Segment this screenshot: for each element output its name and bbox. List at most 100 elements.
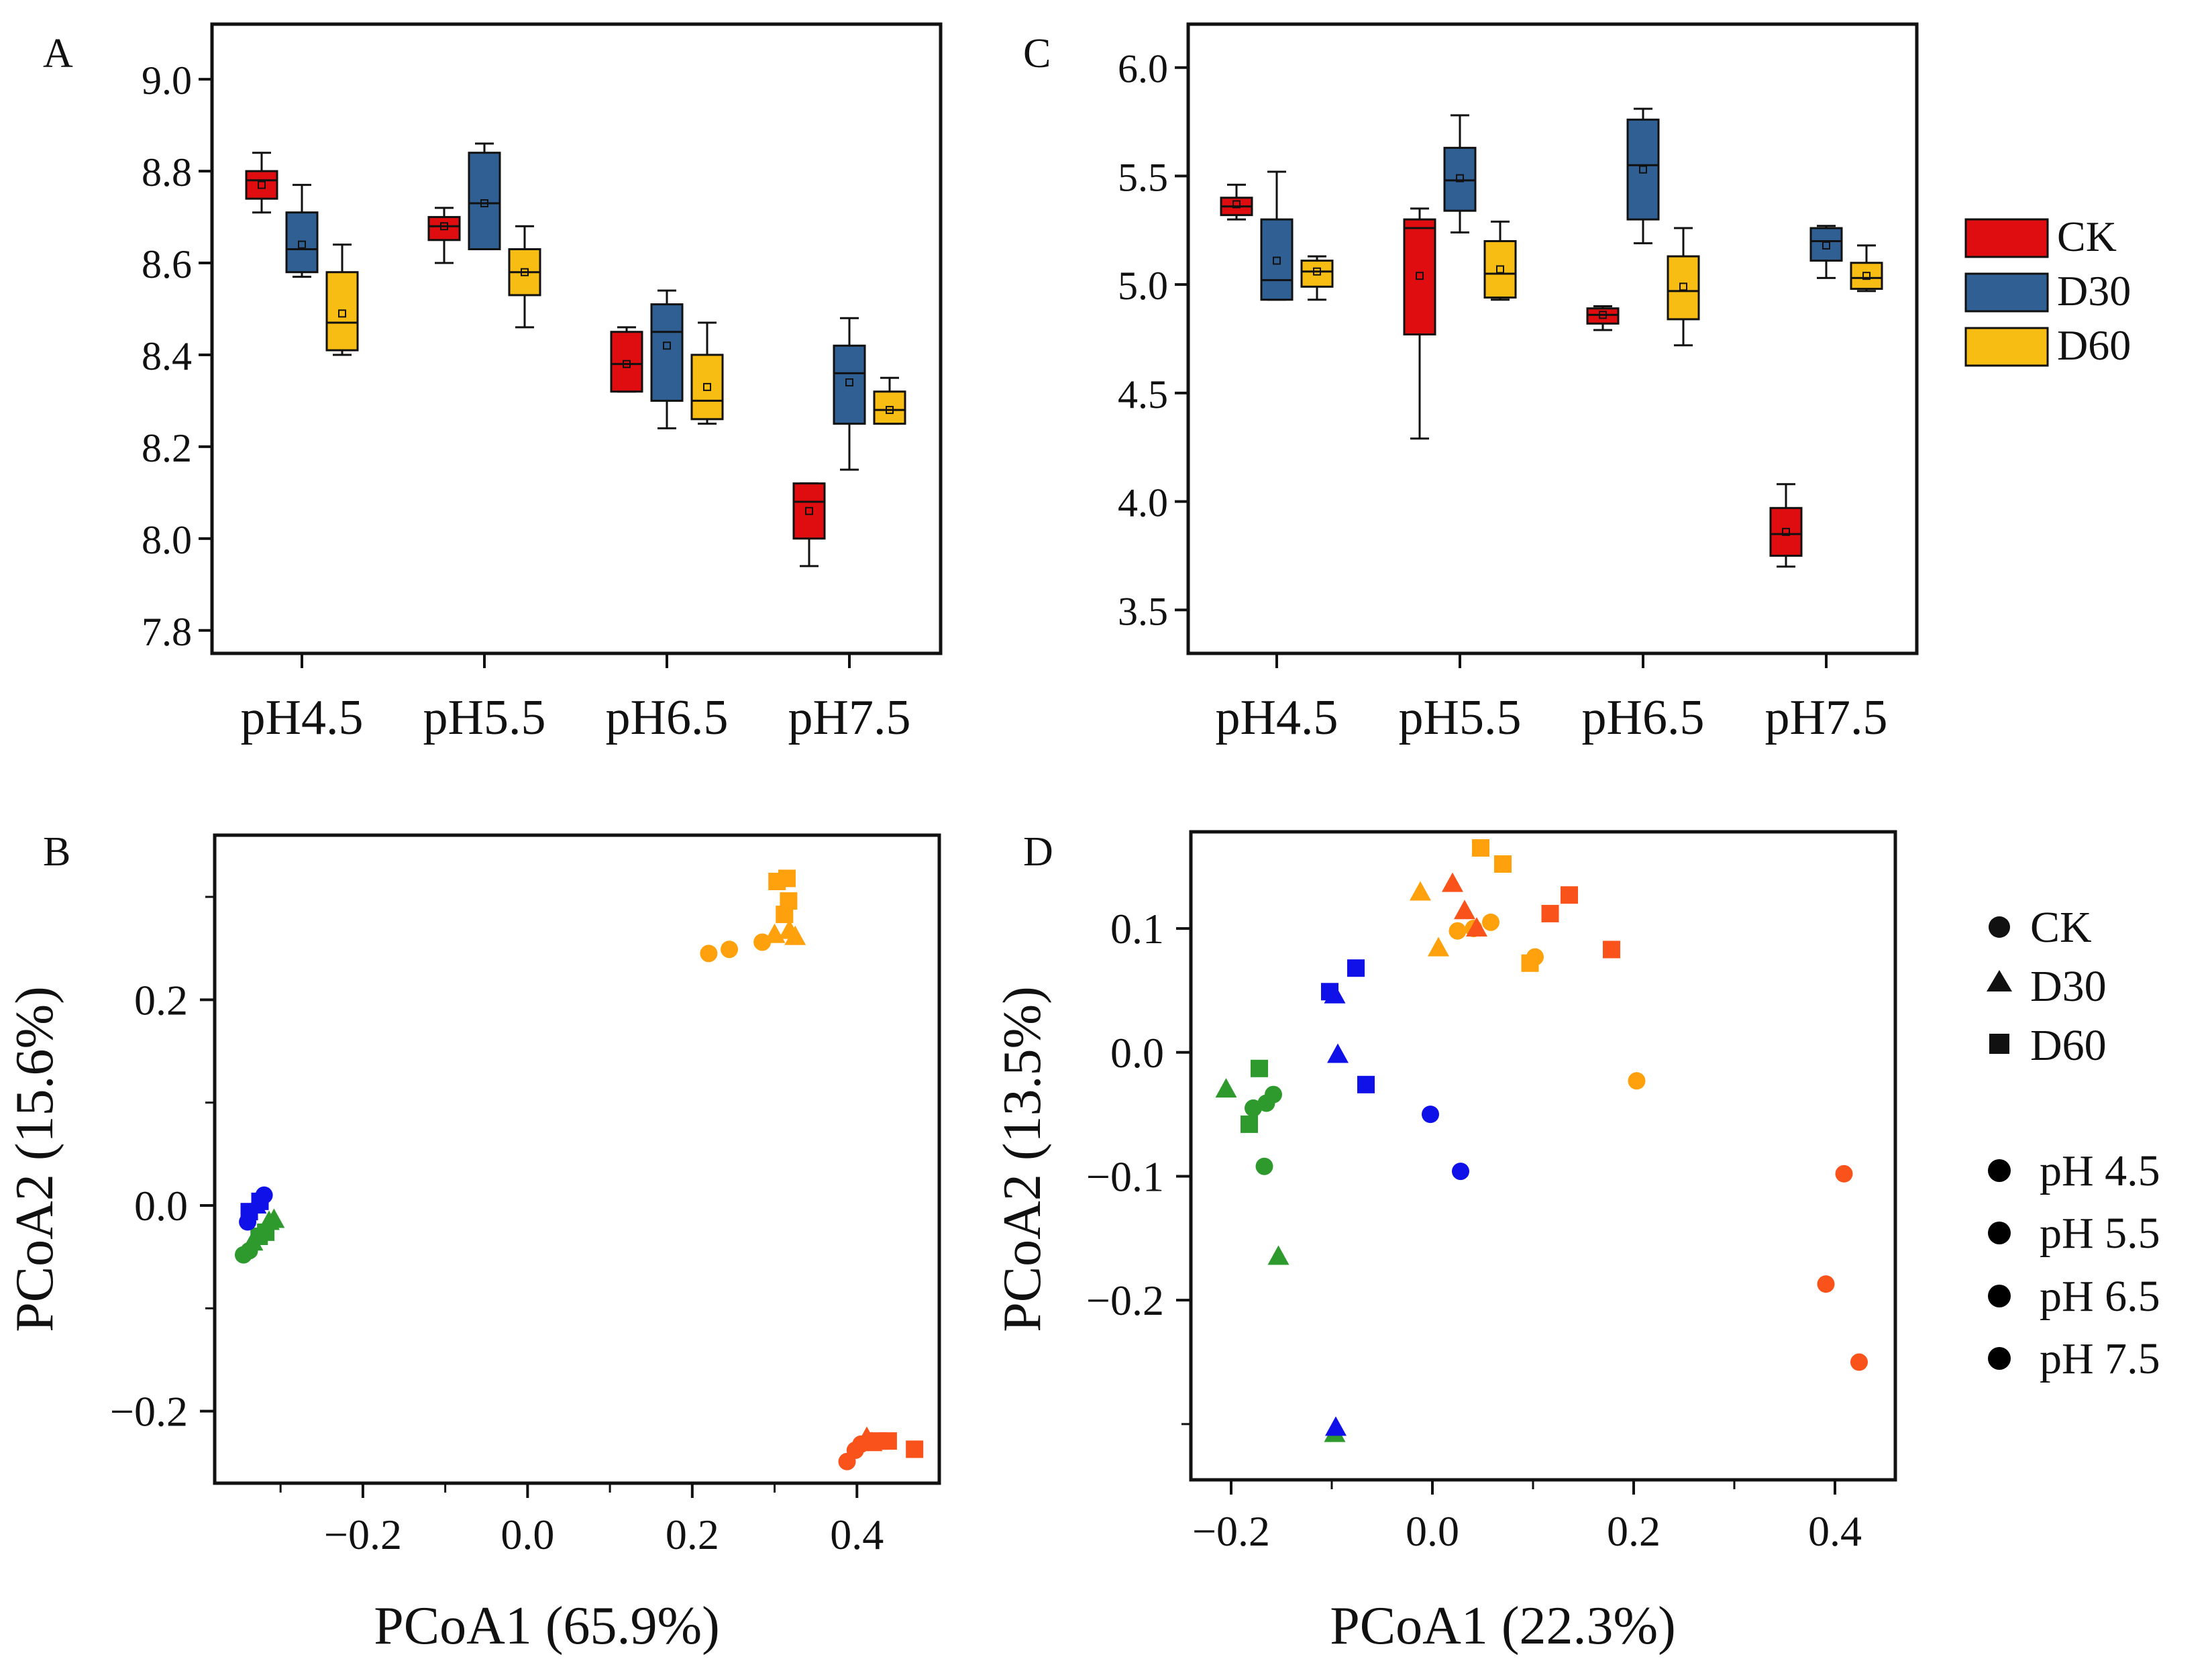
- x-tick-label: −0.2: [324, 1511, 402, 1558]
- legend-label-d60: D60: [2057, 321, 2131, 369]
- box-d30-ph5.5: [1443, 146, 1477, 212]
- y-tick-label: 9.0: [142, 58, 192, 103]
- y-tick-label: −0.2: [110, 1388, 188, 1436]
- box-d30-ph4.5: [1260, 218, 1294, 301]
- y-tick-label: 6.0: [1118, 47, 1168, 91]
- box-mean: [1456, 174, 1464, 182]
- point-triangle-ph65: [784, 925, 806, 945]
- y-tick-label: 8.2: [142, 426, 192, 470]
- x-tick-label: pH4.5: [241, 690, 364, 745]
- box-d60-ph4.5: [325, 271, 359, 352]
- box-ck-ph5.5: [427, 216, 461, 241]
- point-square-ph45: [1241, 1115, 1258, 1133]
- x-tick-label: 0.0: [1406, 1507, 1459, 1555]
- point-circle-ph65: [721, 940, 739, 959]
- y-tick-label: −0.1: [1086, 1152, 1164, 1200]
- box-d30-ph6.5: [1626, 118, 1660, 221]
- box-mean: [1862, 272, 1871, 280]
- box-mean: [623, 360, 631, 368]
- point-triangle-ph45: [1267, 1245, 1289, 1265]
- box-d60-ph7.5: [873, 390, 906, 425]
- box-mean: [1313, 267, 1321, 276]
- point-circle-ph75: [1835, 1165, 1853, 1183]
- box-mean: [703, 382, 711, 391]
- point-circle-ph65: [753, 933, 772, 951]
- point-circle-ph65: [1526, 948, 1544, 966]
- plot-frame: [1189, 830, 1897, 1482]
- y-tick-label: 0.1: [1110, 905, 1164, 953]
- box-d60-ph7.5: [1850, 262, 1883, 290]
- x-tick-label: 0.4: [1808, 1507, 1862, 1555]
- legend-symbol-circle: [1989, 916, 2010, 938]
- x-axis-label: PCoA1 (22.3%): [1330, 1597, 1676, 1656]
- point-circle-ph75: [1817, 1275, 1835, 1293]
- box-d30-ph7.5: [833, 344, 866, 425]
- legend-label-ph65: pH 6.5: [2040, 1272, 2160, 1321]
- box-d60-ph4.5: [1300, 260, 1334, 288]
- point-triangle-ph65: [1410, 881, 1431, 901]
- box-mean: [521, 268, 529, 276]
- box-mean: [886, 406, 894, 415]
- x-tick-label: 0.4: [830, 1511, 884, 1558]
- legend-shape: CK D30 D60: [1987, 903, 2107, 1070]
- x-tick-label: pH5.5: [423, 690, 546, 745]
- y-tick-label: 8.4: [142, 334, 192, 378]
- legend-label-ck: CK: [2030, 903, 2092, 952]
- point-circle-ph45: [1265, 1085, 1282, 1103]
- y-tick-label: 8.6: [142, 242, 192, 286]
- point-circle-ph65: [1628, 1072, 1646, 1090]
- plot-frame: [210, 22, 943, 655]
- point-square-ph65: [778, 869, 796, 887]
- point-square-ph75: [1561, 886, 1578, 904]
- y-tick-label: 0.2: [134, 976, 188, 1024]
- y-tick-label: 8.0: [142, 518, 192, 562]
- y-tick-label: 3.5: [1118, 589, 1168, 633]
- y-axis-label: PCoA2 (15.6%): [5, 986, 64, 1332]
- legend-treatment: CK D30 D60: [1964, 213, 2131, 369]
- y-tick-label: −0.2: [1086, 1277, 1164, 1324]
- point-circle-ph75: [1850, 1353, 1868, 1371]
- box-mean: [1599, 311, 1607, 319]
- box-mean: [440, 222, 448, 231]
- box-ck-ph6.5: [610, 331, 643, 393]
- x-tick-label: pH7.5: [1765, 690, 1888, 745]
- legend-label-ck: CK: [2057, 213, 2117, 260]
- point-square-ph65: [1472, 839, 1489, 857]
- legend-dot-ph65: [1988, 1285, 2011, 1307]
- box-mean: [1416, 272, 1424, 280]
- x-tick-label: −0.2: [1192, 1507, 1270, 1555]
- point-triangle-ph75: [1454, 900, 1475, 920]
- box-mean: [338, 309, 346, 318]
- point-circle-ph55: [255, 1186, 273, 1204]
- box-mean: [1822, 241, 1830, 250]
- point-square-ph55: [1357, 1075, 1375, 1093]
- legend-label-d60: D60: [2030, 1021, 2107, 1070]
- x-tick-label: pH6.5: [606, 690, 729, 745]
- x-tick-label: 0.2: [1607, 1507, 1661, 1555]
- x-tick-label: pH5.5: [1399, 690, 1522, 745]
- legend-symbol-square: [1989, 1034, 2009, 1054]
- legend-dot-ph45: [1988, 1159, 2011, 1182]
- x-axis-label: PCoA1 (65.9%): [374, 1597, 720, 1656]
- box-mean: [1639, 165, 1647, 174]
- box-mean: [805, 506, 813, 515]
- box-mean: [845, 378, 853, 387]
- point-circle-ph65: [700, 945, 718, 963]
- y-tick-label: 7.8: [142, 610, 192, 654]
- y-tick-label: 4.5: [1118, 372, 1168, 417]
- box-mean: [480, 199, 488, 208]
- legend-dot-ph55: [1988, 1222, 2011, 1244]
- box-d30-ph6.5: [650, 303, 684, 402]
- panel-b: B −0.20.00.2−0.2 0.0 0.2 0.4 PCoA1 (65.9%) …: [5, 829, 941, 1656]
- box-mean: [298, 240, 306, 249]
- legend-swatch-ck: [1964, 218, 2049, 258]
- point-square-ph75: [906, 1440, 924, 1458]
- point-square-ph65: [1494, 855, 1512, 873]
- legend-swatch-d30: [1964, 272, 2049, 313]
- point-triangle-ph75: [1466, 917, 1487, 937]
- box-ck-ph5.5: [1403, 218, 1436, 336]
- legend-swatch-d60: [1964, 327, 2049, 367]
- x-tick-label: pH4.5: [1216, 690, 1338, 745]
- y-tick-label: 5.5: [1118, 155, 1168, 199]
